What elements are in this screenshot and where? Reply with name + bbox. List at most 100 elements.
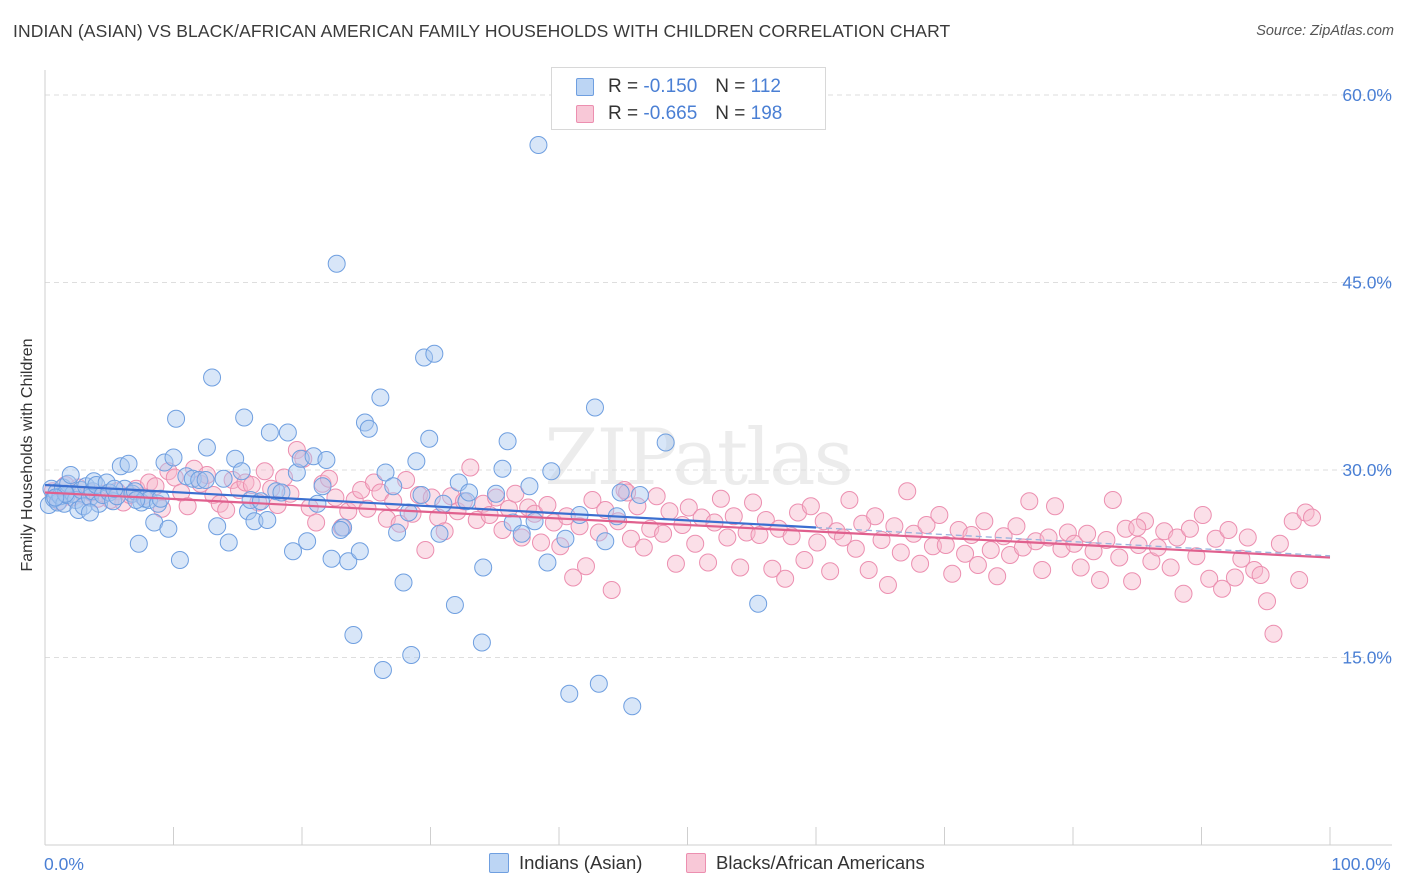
- black-data-point: [1303, 508, 1322, 527]
- indian-data-point: [542, 462, 561, 481]
- black-data-point: [1033, 561, 1052, 579]
- chart-title: INDIAN (ASIAN) VS BLACK/AFRICAN AMERICAN…: [13, 21, 951, 41]
- indian-data-point: [258, 511, 277, 529]
- black-data-point: [763, 559, 782, 578]
- black-data-point: [981, 541, 1000, 559]
- black-data-point: [634, 538, 653, 557]
- zipatlas-watermark: ZIPatlas: [544, 413, 851, 503]
- black-data-point: [1116, 519, 1135, 538]
- indian-data-point: [394, 573, 413, 592]
- black-data-point: [499, 499, 518, 518]
- black-data-point: [621, 529, 640, 548]
- indian-data-point: [251, 492, 270, 511]
- indian-data-point: [420, 429, 439, 448]
- black-data-point: [596, 501, 615, 519]
- black-data-point: [1193, 506, 1212, 524]
- indian-data-point: [334, 518, 353, 537]
- indian-data-point: [317, 451, 336, 469]
- indian-data-point: [278, 423, 297, 442]
- indian-data-point: [327, 254, 346, 273]
- black-data-point: [1168, 528, 1187, 547]
- indian-data-point: [384, 477, 403, 496]
- black-data-point: [1258, 592, 1277, 611]
- legend-label-black: Blacks/African Americans: [716, 852, 925, 873]
- indian-data-point: [203, 368, 222, 387]
- axes: [44, 70, 1392, 846]
- indian-data-point: [402, 646, 421, 664]
- y-tick-label: 15.0%: [1342, 648, 1392, 668]
- black-data-point: [962, 526, 981, 544]
- n-value: 198: [750, 103, 783, 124]
- indian-data-point: [127, 491, 146, 509]
- indian-data-point: [235, 408, 254, 427]
- indian-data-point: [388, 523, 407, 542]
- indian-data-point: [611, 483, 630, 502]
- indian-data-point: [260, 423, 279, 442]
- n-label: N =: [715, 103, 746, 124]
- black-data-point: [750, 526, 769, 544]
- black-data-point: [538, 496, 557, 514]
- black-data-point: [1110, 548, 1129, 567]
- black-data-point: [1103, 491, 1122, 509]
- black-data-point: [583, 491, 602, 509]
- black-data-point: [731, 558, 750, 577]
- black-data-point: [911, 554, 930, 573]
- indian-data-point: [359, 419, 378, 438]
- black-data-point: [319, 469, 338, 488]
- black-data-point: [602, 581, 621, 599]
- black-data-point: [1232, 549, 1251, 568]
- black-data-point: [1251, 566, 1270, 584]
- black-data-point: [840, 491, 859, 509]
- indian-data-point: [214, 469, 233, 488]
- correlation-legend: R = -0.150 N = 112 R = -0.665 N = 198: [551, 67, 826, 130]
- black-data-point: [724, 507, 743, 526]
- indian-data-point: [498, 432, 517, 451]
- indian-data-point: [232, 462, 251, 481]
- black-data-point: [557, 507, 576, 526]
- black-data-point: [1123, 572, 1142, 591]
- indian-data-point: [425, 344, 444, 363]
- black-data-point: [699, 553, 718, 572]
- indian-data-point: [129, 534, 148, 553]
- indian-data-point: [371, 388, 390, 407]
- indian-data-point: [656, 433, 675, 452]
- black-data-point: [859, 561, 878, 579]
- indian-data-point: [308, 494, 327, 513]
- black-data-point: [1200, 569, 1219, 588]
- indian-data-point: [589, 674, 608, 693]
- black-data-point: [1090, 571, 1109, 589]
- indian-data-point: [538, 553, 557, 572]
- black-data-point: [512, 528, 531, 547]
- indian-data-point: [525, 512, 544, 531]
- y-tick-label: 30.0%: [1342, 460, 1392, 480]
- black-data-point: [1290, 571, 1309, 589]
- black-data-point: [846, 539, 865, 558]
- indian-data-point: [284, 542, 303, 561]
- black-data-point: [1206, 529, 1225, 548]
- black-data-point: [532, 533, 551, 552]
- indian-data-point: [164, 448, 183, 467]
- indian-data-point: [415, 348, 434, 367]
- n-value: 112: [750, 76, 781, 97]
- black-data-point: [795, 551, 814, 569]
- indian-data-point: [331, 521, 350, 539]
- trend-lines: [44, 483, 1331, 559]
- indian-data-point: [399, 503, 418, 522]
- black-swatch: [686, 853, 706, 873]
- indian-data-point: [80, 503, 99, 522]
- black-data-point: [988, 567, 1007, 586]
- black-data-point: [628, 497, 647, 516]
- indian-data-point: [556, 529, 575, 548]
- indian-data-point: [512, 524, 531, 543]
- indian-data-point: [630, 486, 649, 504]
- legend-row-indian: R = -0.150 N = 112: [576, 74, 781, 100]
- y-tick-label: 60.0%: [1342, 85, 1392, 105]
- legend-label-indian: Indians (Asian): [519, 852, 643, 873]
- black-swatch: [576, 105, 594, 123]
- black-data-point: [968, 556, 987, 574]
- legend-item-black: Blacks/African Americans: [686, 852, 925, 874]
- black-data-point: [891, 543, 910, 562]
- x-tick-label: 0.0%: [44, 854, 84, 874]
- indian-data-point: [623, 697, 642, 716]
- black-data-point: [956, 544, 975, 563]
